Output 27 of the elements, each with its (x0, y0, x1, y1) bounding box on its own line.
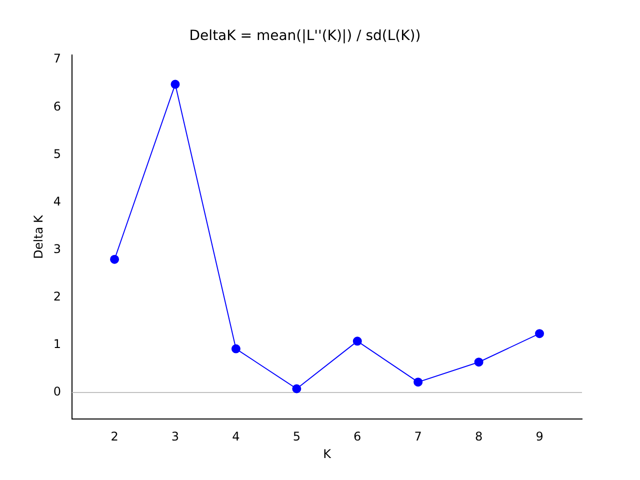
x-tick-label: 3 (171, 430, 180, 444)
chart-title: DeltaK = mean(|L''(K)|) / sd(L(K)) (189, 28, 421, 44)
y-tick-label: 3 (53, 242, 62, 256)
point (535, 329, 544, 338)
point (110, 254, 120, 264)
y-tick-label: 5 (53, 146, 62, 161)
x-tick-label: 7 (414, 430, 422, 444)
point (231, 344, 240, 354)
x-tick-label: 5 (292, 430, 300, 444)
point (352, 336, 362, 346)
y-axis-title: Delta K (31, 214, 46, 259)
x-tick-label: 4 (232, 430, 240, 444)
x-tick-label: 2 (110, 430, 118, 444)
point (414, 378, 423, 387)
y-tick-label: 4 (53, 194, 62, 208)
x-tick-label: 8 (474, 430, 483, 444)
y-tick-label: 0 (53, 384, 62, 399)
y-tick-label: 1 (53, 337, 62, 352)
point (474, 358, 484, 367)
y-tick-label: 7 (53, 52, 62, 66)
point (170, 80, 180, 89)
x-tick-label: 9 (536, 430, 544, 444)
y-tick-label: 6 (53, 99, 62, 114)
x-tick-label: 6 (354, 430, 362, 444)
y-tick-label: 2 (53, 290, 62, 304)
x-axis-title: K (323, 446, 332, 461)
point (292, 384, 302, 394)
